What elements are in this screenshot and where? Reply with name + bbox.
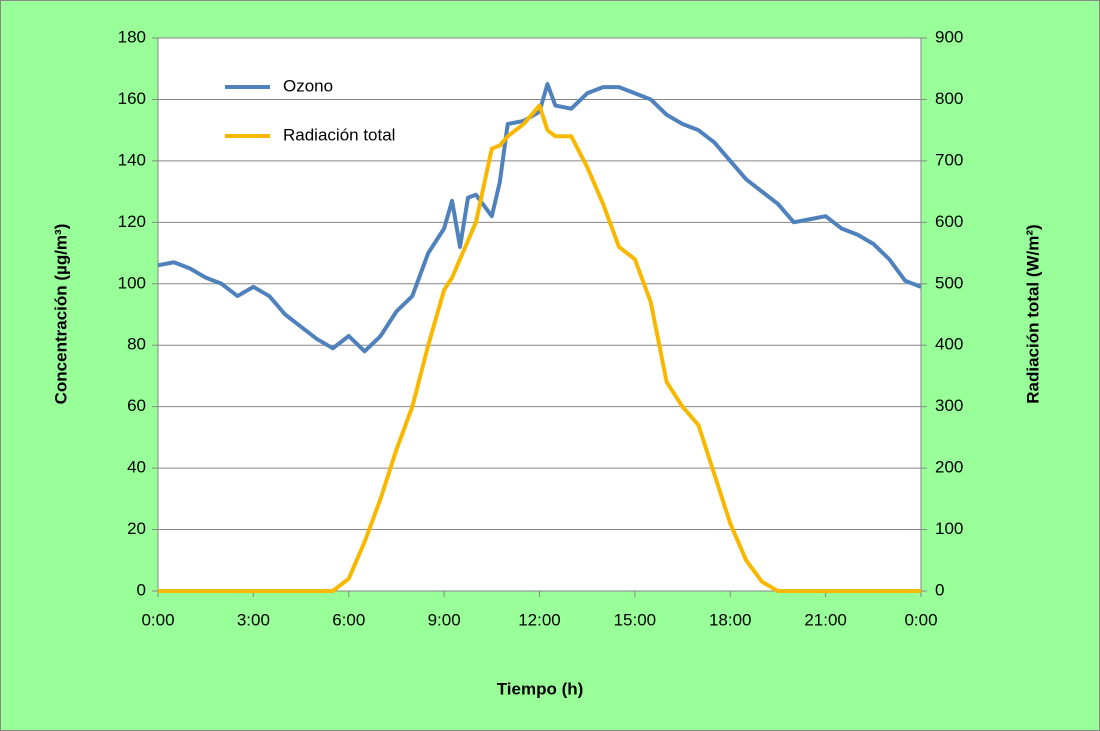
y-tick-label: 160 [118,89,146,108]
y-tick-label: 100 [118,273,146,292]
y2-tick-label: 100 [935,519,963,538]
y2-tick-label: 800 [935,89,963,108]
y-tick-label: 140 [118,150,146,169]
y2-tick-label: 700 [935,150,963,169]
y2-tick-label: 600 [935,212,963,231]
x-tick-label: 21:00 [804,610,847,629]
y2-tick-label: 400 [935,335,963,354]
x-tick-label: 3:00 [237,610,270,629]
y-tick-label: 80 [127,335,146,354]
x-tick-label: 15:00 [614,610,657,629]
data-line [158,103,921,593]
x-tick-label: 9:00 [428,610,461,629]
y-tick-label: 120 [118,212,146,231]
y-axis-title: Concentración (µg/m³) [51,224,70,405]
x-tick-label: 6:00 [332,610,365,629]
y2-tick-label: 0 [935,580,944,599]
y-tick-label: 40 [127,458,146,477]
x-axis-title: Tiempo (h) [497,679,584,698]
y2-tick-label: 900 [935,27,963,46]
y-tick-label: 0 [137,580,146,599]
x-tick-label: 12:00 [518,610,561,629]
data-line [157,82,922,354]
y-tick-label: 20 [127,519,146,538]
x-tick-label: 0:00 [904,610,937,629]
y2-axis-title: Radiación total (W/m²) [1023,224,1042,403]
legend-label: Ozono [283,76,333,95]
x-tick-label: 0:00 [141,610,174,629]
y2-tick-label: 200 [935,458,963,477]
legend-label: Radiación total [283,125,395,144]
y-tick-label: 180 [118,27,146,46]
plot-area [158,38,921,591]
y2-tick-label: 300 [935,396,963,415]
y-tick-label: 60 [127,396,146,415]
y2-tick-label: 500 [935,273,963,292]
x-tick-label: 18:00 [709,610,752,629]
